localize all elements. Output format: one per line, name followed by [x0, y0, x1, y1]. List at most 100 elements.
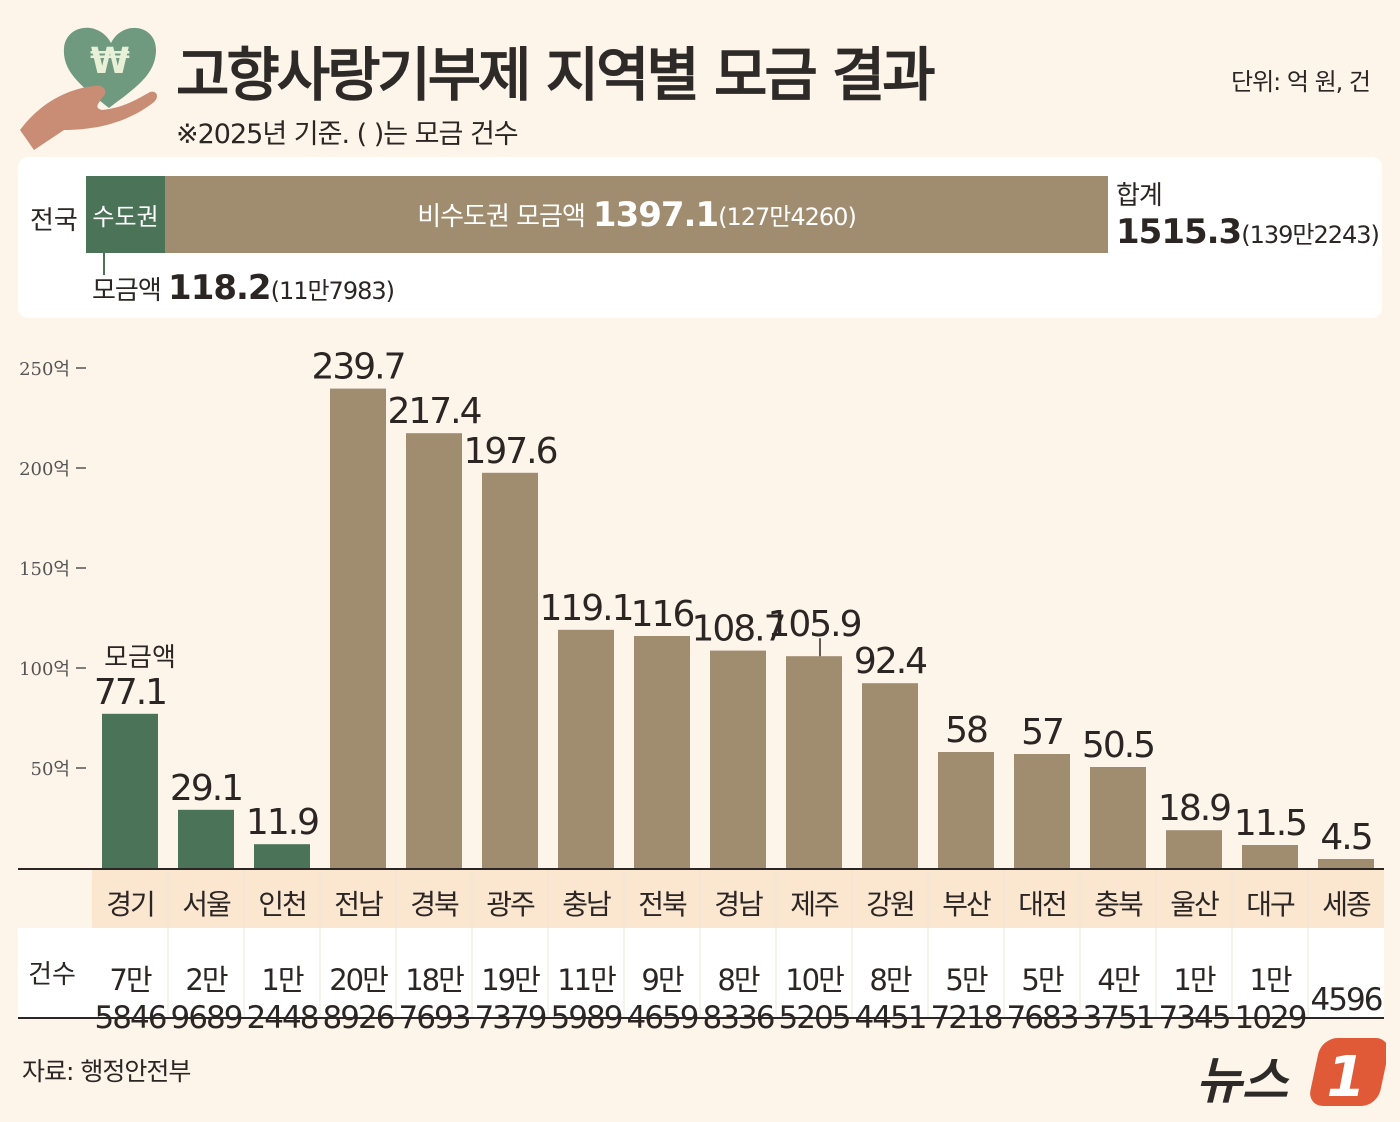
count-label-top: 1만 [1173, 963, 1215, 997]
bar-value-label: 11.9 [246, 802, 318, 843]
bar-서울 [178, 809, 234, 868]
category-label: 부산 [942, 888, 991, 921]
count-label-top: 9만 [641, 963, 683, 997]
count-label-bottom: 7218 [931, 1000, 1002, 1030]
count-label-bottom: 4659 [627, 1000, 698, 1030]
subtitle: ※2025년 기준. ( )는 모금 건수 [176, 119, 519, 150]
category-label: 대구 [1246, 888, 1295, 921]
category-label: 충북 [1094, 888, 1143, 921]
bar-강원 [862, 683, 918, 868]
bar-경북 [406, 433, 462, 868]
bar-value-label: 92.4 [854, 641, 926, 682]
bar-경기 [102, 713, 158, 868]
category-label: 전남 [334, 888, 383, 921]
count-label-top: 1만 [261, 963, 303, 997]
svg-text:뉴스: 뉴스 [1196, 1052, 1290, 1110]
bar-인천 [254, 844, 310, 868]
count-label-bottom: 1029 [1235, 1000, 1306, 1030]
category-label: 경북 [410, 888, 459, 921]
count-label-bottom: 5846 [95, 1000, 166, 1030]
count-label-bottom: 9689 [171, 1000, 242, 1030]
bar-세종 [1318, 859, 1374, 868]
count-label-top: 1만 [1249, 963, 1291, 997]
bar-부산 [938, 752, 994, 868]
category-label: 대전 [1018, 888, 1066, 921]
count-label-bottom: 4451 [855, 1000, 926, 1030]
total-label: 합계 [1116, 181, 1163, 211]
svg-text:1: 1 [1327, 1045, 1366, 1110]
y-tick-label: 200억 [19, 459, 70, 480]
noncapital-bar: 비수도권 모금액 1397.1 (127만4260) [165, 176, 1108, 253]
count-label-bottom: 5989 [551, 1000, 622, 1030]
bar-value-label: 197.6 [463, 431, 556, 472]
category-label: 광주 [486, 888, 535, 921]
bar-광주 [482, 472, 538, 868]
svg-text:₩: ₩ [90, 41, 130, 82]
count-label: 4596 [1311, 982, 1382, 1018]
bar-value-label: 77.1 [94, 672, 166, 713]
bar-value-label: 50.5 [1082, 725, 1154, 766]
category-label: 제주 [790, 888, 839, 921]
count-label-top: 5만 [1021, 963, 1063, 997]
bar-경남 [710, 650, 766, 868]
total-count: (139만2243) [1241, 221, 1380, 249]
y-tick-label: 150억 [19, 559, 70, 580]
bar-value-label: 18.9 [1158, 788, 1230, 829]
category-label: 인천 [258, 888, 306, 921]
count-label-top: 20만 [329, 963, 388, 997]
total: 합계 1515.3(139만2243) [1116, 178, 1380, 253]
count-label-bottom: 7379 [475, 1000, 546, 1030]
count-label-bottom: 7345 [1159, 1000, 1230, 1030]
bar-충남 [558, 629, 614, 868]
count-label-bottom: 2448 [247, 1000, 318, 1030]
bar-전남 [330, 388, 386, 868]
bar-value-label: 105.9 [767, 604, 860, 645]
news1-logo: 뉴스 1 [1196, 1038, 1386, 1110]
bar-value-label: 217.4 [387, 391, 480, 432]
count-label-top: 19만 [481, 963, 540, 997]
category-label: 서울 [182, 888, 231, 921]
bar-value-label: 11.5 [1234, 803, 1306, 844]
category-label: 강원 [866, 888, 914, 921]
total-amount: 1515.3 [1116, 212, 1242, 252]
count-label-bottom: 8926 [323, 1000, 394, 1030]
y-tick-label: 50억 [31, 759, 70, 780]
counts-row-label: 건수 [28, 960, 76, 990]
bar-value-label: 29.1 [170, 768, 242, 809]
amount-annotation: 모금액 [104, 643, 176, 673]
count-label-top: 11만 [557, 963, 616, 997]
bar-대구 [1242, 845, 1298, 868]
count-label-top: 7만 [109, 963, 151, 997]
bar-value-label: 108.7 [691, 609, 784, 650]
unit-label: 단위: 억 원, 건 [1230, 68, 1371, 96]
count-label-bottom: 7683 [1007, 1000, 1078, 1030]
count-label-top: 4만 [1097, 963, 1139, 997]
bar-울산 [1166, 830, 1222, 868]
capital-caption: 모금액 118.2(11만7983) [92, 268, 395, 308]
count-label-top: 8만 [717, 963, 759, 997]
count-label-bottom: 5205 [779, 1000, 850, 1030]
capital-bar: 수도권 [86, 176, 165, 253]
capital-count: (11만7983) [270, 277, 395, 305]
bar-전북 [634, 636, 690, 868]
bar-value-label: 4.5 [1320, 817, 1371, 858]
source-note: 자료: 행정안전부 [22, 1057, 191, 1086]
page-title: 고향사랑기부제 지역별 모금 결과 [176, 41, 936, 109]
capital-label: 수도권 [92, 203, 159, 231]
category-label: 전북 [638, 888, 687, 921]
count-label-bottom: 3751 [1083, 1000, 1154, 1030]
donation-hand-icon: ₩ [20, 27, 157, 150]
count-label-top: 8만 [869, 963, 911, 997]
count-label-bottom: 7693 [399, 1000, 470, 1030]
category-label: 세종 [1322, 888, 1371, 921]
capital-amount: 118.2 [168, 268, 272, 308]
noncapital-label: 비수도권 모금액 [417, 202, 586, 232]
count-label-top: 2만 [185, 963, 227, 997]
y-tick-label: 250억 [19, 359, 70, 380]
count-label-top: 5만 [945, 963, 987, 997]
category-label: 경남 [714, 888, 763, 921]
noncapital-count: (127만4260) [718, 203, 857, 231]
bar-value-label: 119.1 [539, 588, 632, 629]
count-label-bottom: 8336 [703, 1000, 774, 1030]
category-row [92, 870, 1384, 928]
